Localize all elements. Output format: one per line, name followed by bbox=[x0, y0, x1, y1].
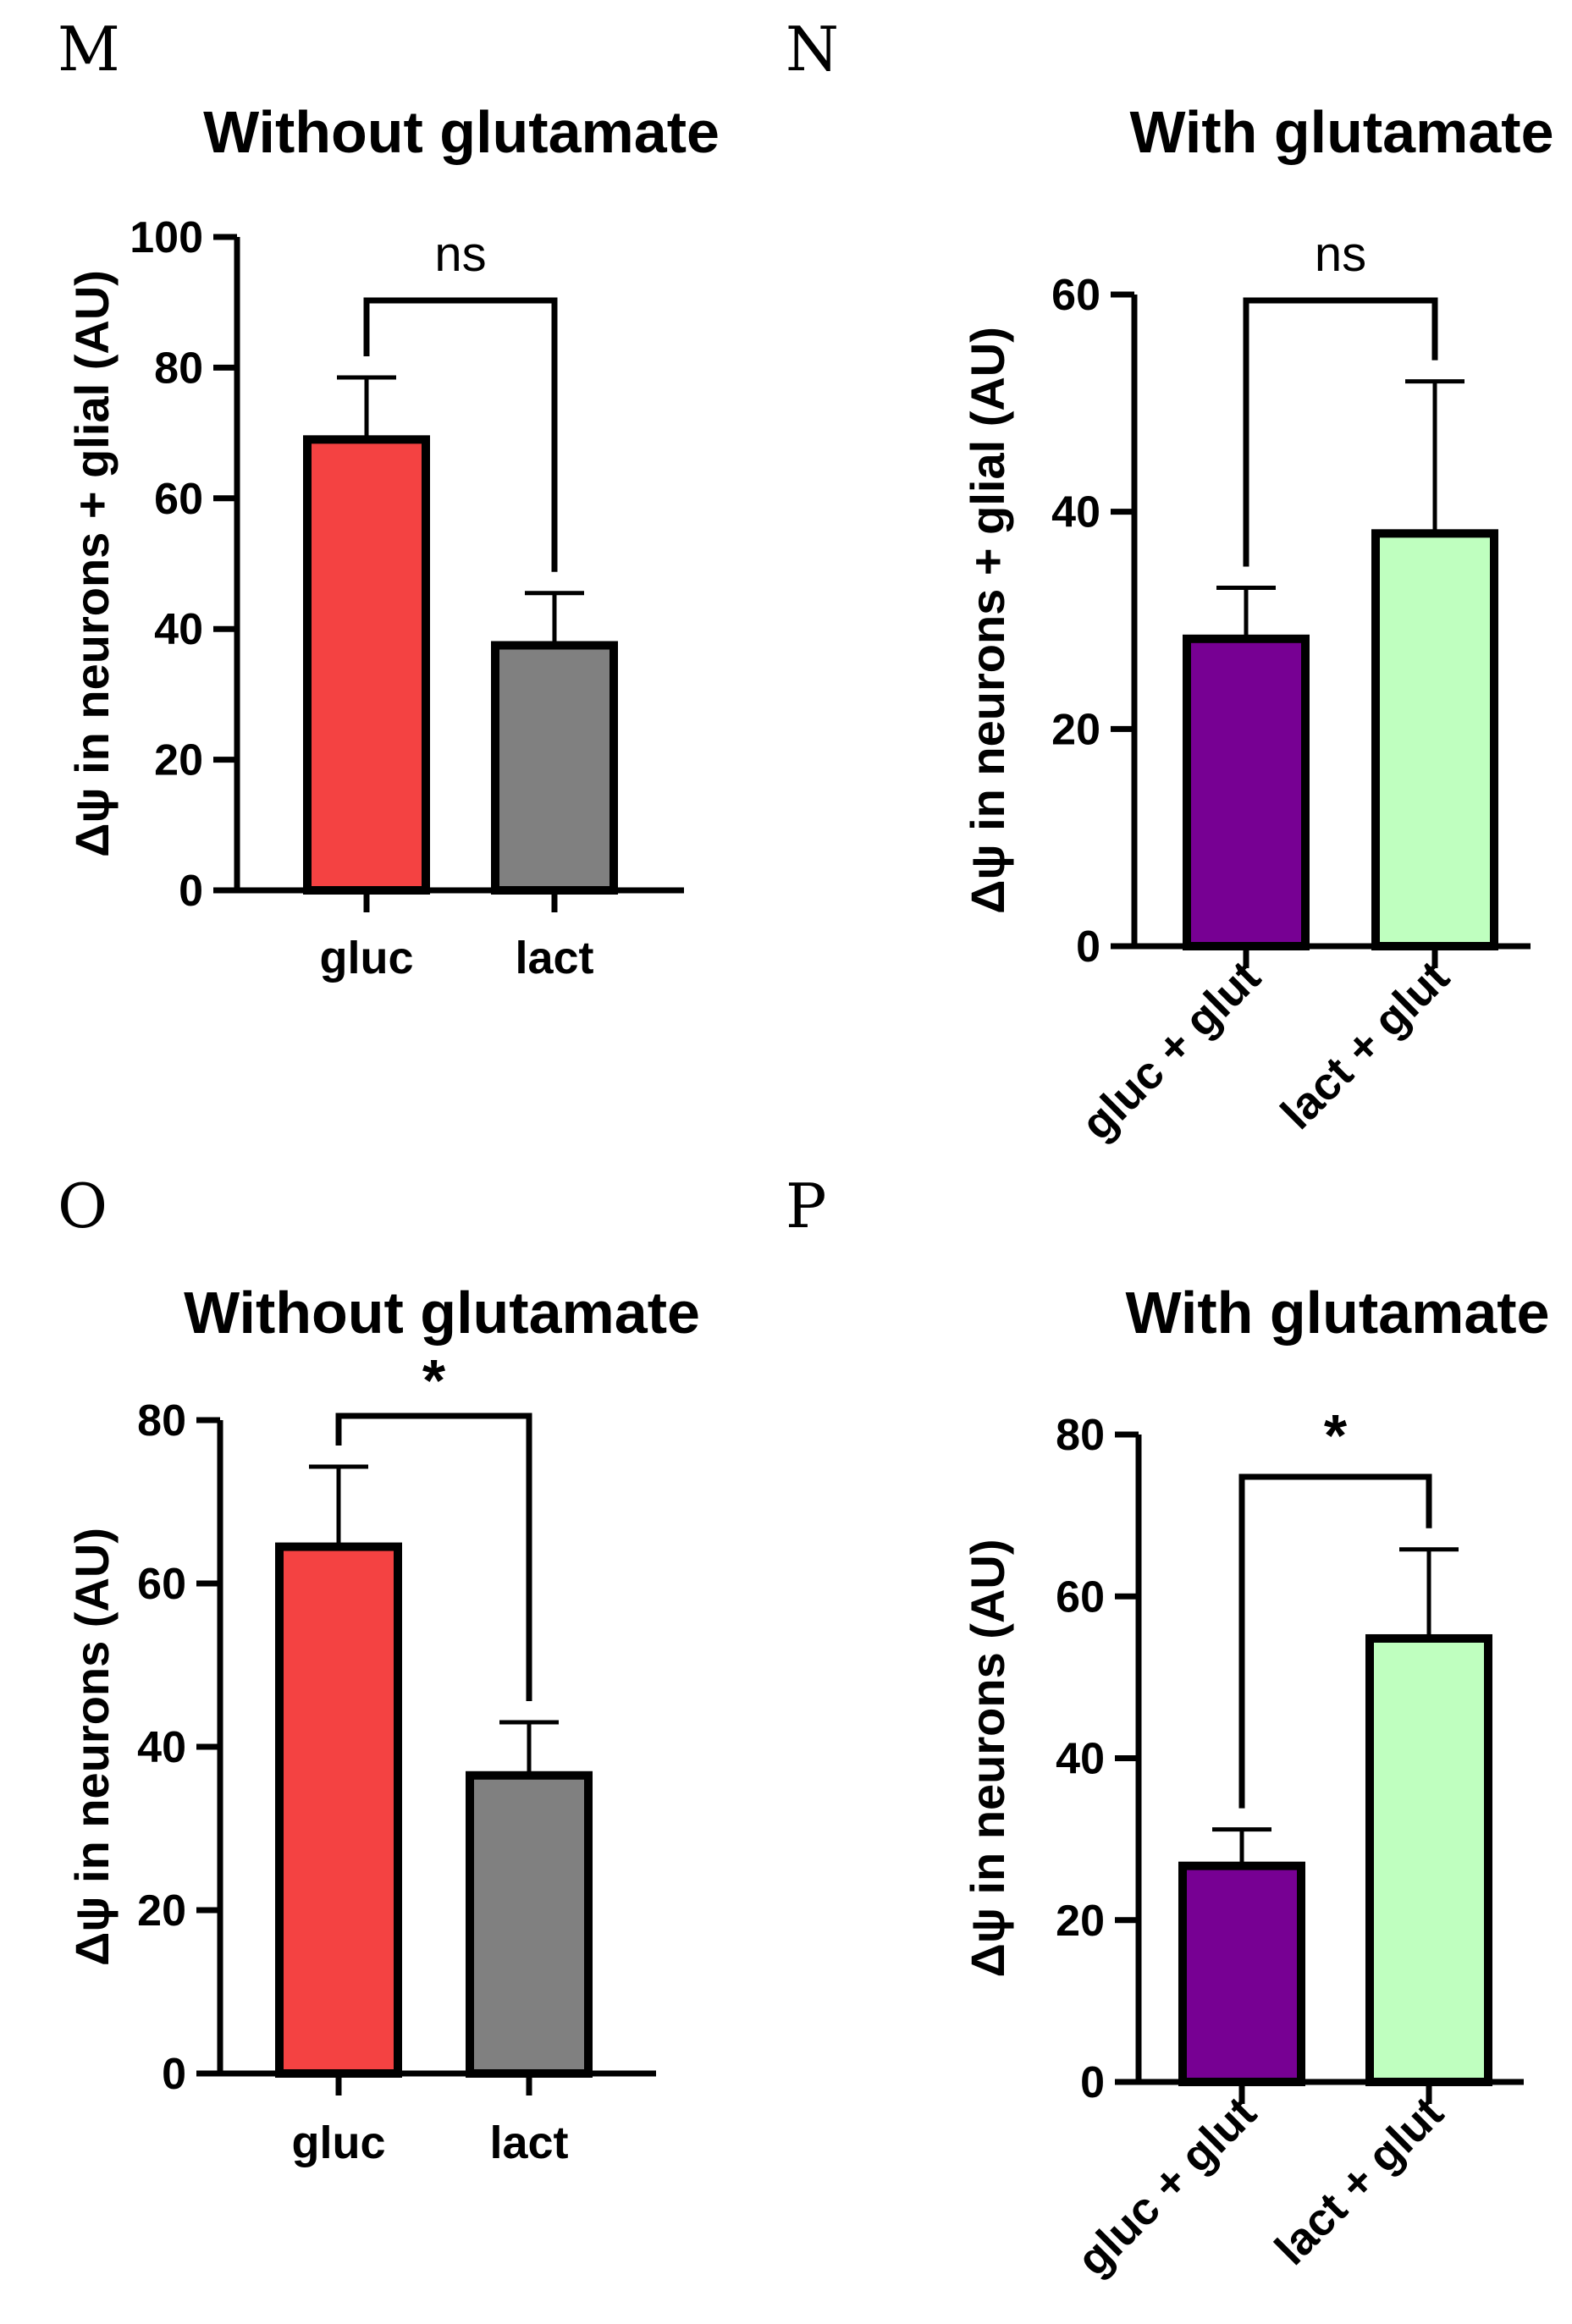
y-tick-label: 0 bbox=[1076, 922, 1100, 972]
x-category-label: lact + glut bbox=[1266, 2087, 1453, 2275]
x-category-label: lact bbox=[489, 2117, 568, 2168]
significance-bracket bbox=[1243, 297, 1438, 567]
y-tick-label: 20 bbox=[154, 736, 203, 785]
panel-letter: N bbox=[786, 14, 839, 85]
x-category-label: lact + glut bbox=[1271, 951, 1459, 1139]
significance-label: ns bbox=[1315, 227, 1366, 282]
y-tick-label: 20 bbox=[1051, 705, 1100, 754]
bar-lact-glut bbox=[1371, 529, 1498, 950]
significance-label: * bbox=[1324, 1402, 1348, 1468]
x-category-label: gluc + glut bbox=[1072, 951, 1270, 1149]
chart-title: With glutamate bbox=[1129, 99, 1553, 165]
chart-panel-p: P With glutamate Δψ in neurons (AU) 0 20 40 60… bbox=[786, 1170, 1550, 2285]
y-tick-label: 20 bbox=[1056, 1897, 1105, 1946]
y-tick-label: 40 bbox=[137, 1723, 186, 1772]
y-tick-label: 40 bbox=[1051, 488, 1100, 537]
chart-panel-m: M Without glutamate Δψ in neurons + glial … bbox=[58, 14, 720, 983]
y-tick-label: 20 bbox=[137, 1886, 186, 1936]
y-tick-label: 0 bbox=[179, 867, 203, 916]
y-axis-label: Δψ in neurons (AU) bbox=[65, 1528, 119, 1966]
y-tick-label: 60 bbox=[1056, 1572, 1105, 1622]
y-tick-label: 100 bbox=[130, 213, 203, 262]
y-axis-label: Δψ in neurons (AU) bbox=[961, 1539, 1014, 1978]
y-tick-label: 80 bbox=[137, 1396, 186, 1446]
x-category-label: gluc + glut bbox=[1067, 2087, 1266, 2285]
significance-bracket bbox=[1238, 1473, 1432, 1809]
bar-gluc-glut bbox=[1178, 1861, 1305, 2086]
x-category-label: lact bbox=[515, 933, 593, 983]
y-tick-label: 40 bbox=[154, 605, 203, 654]
x-category-label: gluc bbox=[319, 933, 413, 983]
y-tick-label: 60 bbox=[137, 1560, 186, 1609]
chart-panel-n: N With glutamate Δψ in neurons + glial (AU… bbox=[786, 14, 1554, 1149]
y-tick-label: 80 bbox=[1056, 1411, 1105, 1460]
y-tick-label: 80 bbox=[154, 344, 203, 393]
y-axis-label: Δψ in neurons + glial (AU) bbox=[65, 270, 119, 857]
significance-bracket bbox=[335, 1413, 532, 1702]
significance-label: ns bbox=[434, 227, 486, 282]
significance-label: * bbox=[422, 1347, 446, 1413]
y-tick-label: 60 bbox=[1051, 271, 1100, 320]
y-tick-label: 60 bbox=[154, 475, 203, 524]
y-tick-label: 40 bbox=[1056, 1735, 1105, 1784]
panel-letter: M bbox=[58, 14, 120, 85]
x-category-label: gluc bbox=[291, 2117, 385, 2168]
bar-gluc bbox=[303, 435, 430, 895]
significance-bracket bbox=[363, 297, 558, 572]
y-tick-label: 0 bbox=[162, 2050, 186, 2099]
y-axis-label: Δψ in neurons + glial (AU) bbox=[961, 327, 1014, 914]
bar-lact bbox=[491, 641, 618, 895]
bar-gluc bbox=[275, 1542, 402, 2078]
chart-title: Without glutamate bbox=[203, 99, 720, 165]
bar-gluc-glut bbox=[1183, 634, 1310, 950]
y-tick-label: 0 bbox=[1080, 2058, 1105, 2107]
chart-title: Without glutamate bbox=[184, 1280, 700, 1346]
chart-title: With glutamate bbox=[1125, 1280, 1549, 1346]
bar-lact-glut bbox=[1365, 1633, 1492, 2086]
panel-letter: O bbox=[58, 1170, 108, 1242]
chart-panel-o: O Without glutamate Δψ in neurons (AU) 0 20 4… bbox=[58, 1170, 700, 2168]
panel-letter: P bbox=[786, 1170, 826, 1242]
bar-lact bbox=[466, 1771, 593, 2078]
